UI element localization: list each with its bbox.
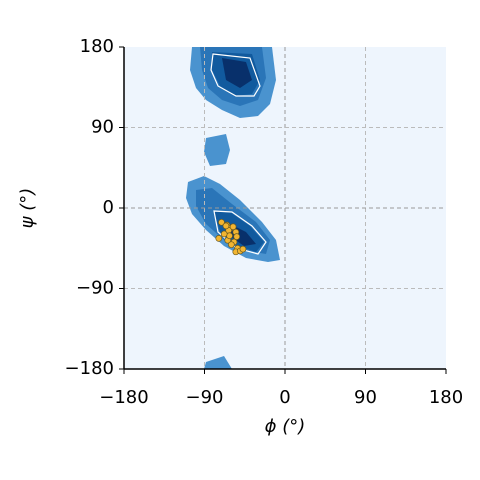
density-region <box>204 134 230 166</box>
point <box>233 233 241 240</box>
x-tick-label: 90 <box>354 387 377 408</box>
y-tick-label: 0 <box>103 197 114 218</box>
point <box>220 230 228 238</box>
points <box>215 218 247 256</box>
x-tick-label: −90 <box>186 387 224 408</box>
point <box>239 245 247 253</box>
y-tick-label: 90 <box>91 117 114 138</box>
y-axis-label: ψ (°) <box>17 188 38 229</box>
point <box>222 222 230 230</box>
density-contour-line <box>210 53 261 97</box>
grid <box>124 47 446 369</box>
point <box>218 218 225 226</box>
density-core <box>222 58 252 88</box>
point <box>229 223 237 231</box>
x-tick-label: 180 <box>429 387 463 408</box>
x-tick-label: 0 <box>279 387 290 408</box>
point <box>227 241 235 249</box>
y-tick-label: −90 <box>76 278 114 299</box>
y-tick-label: 180 <box>80 36 114 57</box>
x-axis-label: ϕ (°) <box>265 416 306 437</box>
y-tick-label: −180 <box>65 358 114 379</box>
density-region <box>204 356 232 369</box>
density-contours <box>186 47 280 369</box>
point <box>215 235 223 242</box>
x-tick-label: −180 <box>99 387 148 408</box>
